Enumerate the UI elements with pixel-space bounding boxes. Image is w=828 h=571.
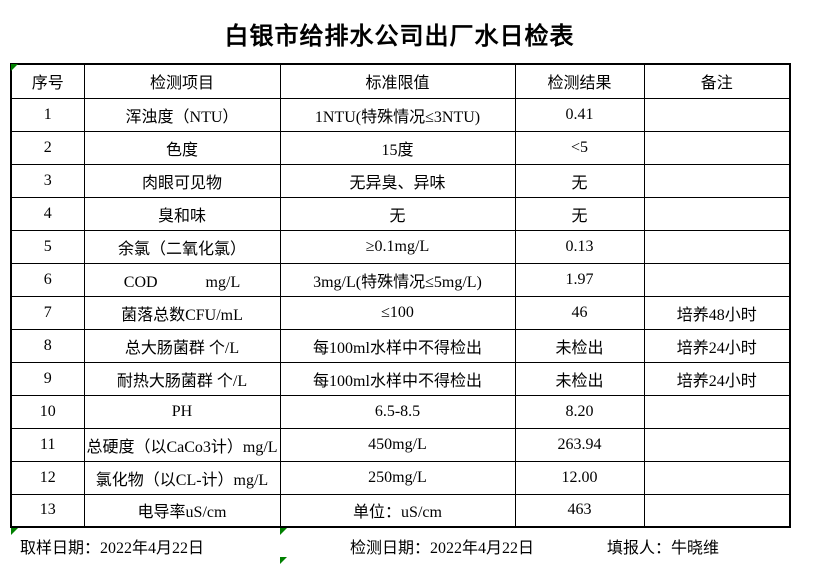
cell-seq[interactable]: 5: [10, 229, 85, 264]
cell-seq[interactable]: 2: [10, 130, 85, 165]
table-row: 13 电导率uS/cm 单位：uS/cm 463: [10, 493, 791, 528]
table-row: 8 总大肠菌群 个/L 每100ml水样中不得检出 未检出 培养24小时: [10, 328, 791, 363]
error-indicator-icon: [280, 557, 287, 564]
cell-remark[interactable]: [643, 130, 791, 165]
cell-result[interactable]: 46: [514, 295, 645, 330]
table-row: 5 余氯（二氧化氯） ≥0.1mg/L 0.13: [10, 229, 791, 264]
cell-remark[interactable]: [643, 493, 791, 528]
cell-remark[interactable]: [643, 262, 791, 297]
cell-item[interactable]: 耐热大肠菌群 个/L: [83, 361, 281, 396]
cell-remark[interactable]: [643, 196, 791, 231]
cell-limit[interactable]: 每100ml水样中不得检出: [279, 361, 516, 396]
footer-line: 取样日期：2022年4月22日 检测日期：2022年4月22日 填报人：牛晓维: [0, 534, 828, 557]
error-indicator-icon: [11, 528, 18, 535]
cell-result[interactable]: 0.41: [514, 97, 645, 132]
inspection-table: 序号 检测项目 标准限值 检测结果 备注 1 浑浊度（NTU） 1NTU(特殊情况≤…: [10, 63, 791, 528]
cell-result[interactable]: <5: [514, 130, 645, 165]
cell-limit[interactable]: 250mg/L: [279, 460, 516, 495]
table-row: 12 氯化物（以CL-计）mg/L 250mg/L 12.00: [10, 460, 791, 495]
cell-seq[interactable]: 12: [10, 460, 85, 495]
table-row: 3 肉眼可见物 无异臭、异味无: [10, 163, 791, 198]
cell-result[interactable]: 12.00: [514, 460, 645, 495]
cell-result[interactable]: 无: [514, 163, 645, 198]
table-row: 4 臭和味无无: [10, 196, 791, 231]
reporter-cell[interactable]: 填报人：牛晓维: [607, 540, 720, 557]
cell-item[interactable]: 浑浊度（NTU）: [83, 97, 281, 132]
cell-seq[interactable]: 1: [10, 97, 85, 132]
cell-limit[interactable]: 15度: [279, 130, 516, 165]
cell-limit[interactable]: 6.5-8.5: [279, 394, 516, 429]
cell-limit[interactable]: 单位：uS/cm: [279, 493, 516, 528]
cell-item[interactable]: COD mg/L: [83, 262, 281, 297]
cell-item[interactable]: 氯化物（以CL-计）mg/L: [83, 460, 281, 495]
page-title: 白银市给排水公司出厂水日检表: [224, 23, 575, 50]
cell-remark[interactable]: [643, 394, 791, 429]
cell-item[interactable]: 电导率uS/cm: [83, 493, 281, 528]
cell-remark[interactable]: [643, 97, 791, 132]
table-row: 11 总硬度（以CaCo3计）mg/L 450mg/L 263.94: [10, 427, 791, 462]
cell-result[interactable]: 263.94: [514, 427, 645, 462]
cell-limit[interactable]: 450mg/L: [279, 427, 516, 462]
cell-result[interactable]: 8.20: [514, 394, 645, 429]
cell-limit[interactable]: 1NTU(特殊情况≤3NTU): [279, 97, 516, 132]
cell-limit[interactable]: 无异臭、异味: [279, 163, 516, 198]
inspection-table-body: 1 浑浊度（NTU） 1NTU(特殊情况≤3NTU) 0.41 2 色度 15度 <5 3 肉眼可…: [10, 97, 791, 528]
header-result[interactable]: 检测结果: [514, 63, 645, 99]
cell-seq[interactable]: 4: [10, 196, 85, 231]
cell-result[interactable]: 未检出: [514, 361, 645, 396]
sampling-date-cell[interactable]: 取样日期：2022年4月22日: [20, 540, 205, 557]
cell-seq[interactable]: 8: [10, 328, 85, 363]
header-seq[interactable]: 序号: [10, 63, 85, 99]
cell-item[interactable]: 总大肠菌群 个/L: [83, 328, 281, 363]
header-row: 序号 检测项目 标准限值 检测结果 备注: [10, 63, 791, 99]
table-row: 6 COD mg/L 3mg/L(特殊情况≤5mg/L) 1.97: [10, 262, 791, 297]
table-row: 7 菌落总数CFU/mL ≤100 46 培养48小时: [10, 295, 791, 330]
cell-remark[interactable]: 培养24小时: [643, 328, 791, 363]
cell-seq[interactable]: 11: [10, 427, 85, 462]
cell-remark[interactable]: 培养24小时: [643, 361, 791, 396]
cell-result[interactable]: 无: [514, 196, 645, 231]
cell-seq[interactable]: 9: [10, 361, 85, 396]
error-indicator-icon: [280, 528, 287, 535]
cell-item[interactable]: 臭和味: [83, 196, 281, 231]
cell-result[interactable]: 未检出: [514, 328, 645, 363]
cell-limit[interactable]: ≤100: [279, 295, 516, 330]
cell-result[interactable]: 463: [514, 493, 645, 528]
cell-remark[interactable]: 培养48小时: [643, 295, 791, 330]
cell-item[interactable]: 余氯（二氧化氯）: [83, 229, 281, 264]
cell-remark[interactable]: [643, 229, 791, 264]
cell-seq[interactable]: 13: [10, 493, 85, 528]
error-indicator-icon: [11, 64, 18, 71]
cell-result[interactable]: 1.97: [514, 262, 645, 297]
header-remark[interactable]: 备注: [643, 63, 791, 99]
cell-remark[interactable]: [643, 460, 791, 495]
table-row: 10 PH 6.5-8.5 8.20: [10, 394, 791, 429]
cell-item[interactable]: 菌落总数CFU/mL: [83, 295, 281, 330]
cell-remark[interactable]: [643, 427, 791, 462]
cell-seq[interactable]: 3: [10, 163, 85, 198]
header-item[interactable]: 检测项目: [83, 63, 281, 99]
cell-limit[interactable]: ≥0.1mg/L: [279, 229, 516, 264]
cell-item[interactable]: 色度: [83, 130, 281, 165]
table-row: 9 耐热大肠菌群 个/L 每100ml水样中不得检出 未检出 培养24小时: [10, 361, 791, 396]
test-date-cell[interactable]: 检测日期：2022年4月22日: [350, 540, 535, 557]
cell-seq[interactable]: 10: [10, 394, 85, 429]
header-limit[interactable]: 标准限值: [279, 63, 516, 99]
cell-seq[interactable]: 6: [10, 262, 85, 297]
cell-result[interactable]: 0.13: [514, 229, 645, 264]
table-row: 1 浑浊度（NTU） 1NTU(特殊情况≤3NTU) 0.41: [10, 97, 791, 132]
table-row: 2 色度 15度 <5: [10, 130, 791, 165]
cell-seq[interactable]: 7: [10, 295, 85, 330]
cell-limit[interactable]: 3mg/L(特殊情况≤5mg/L): [279, 262, 516, 297]
cell-item[interactable]: PH: [83, 394, 281, 429]
cell-remark[interactable]: [643, 163, 791, 198]
cell-item[interactable]: 肉眼可见物: [83, 163, 281, 198]
cell-limit[interactable]: 每100ml水样中不得检出: [279, 328, 516, 363]
cell-limit[interactable]: 无: [279, 196, 516, 231]
cell-item[interactable]: 总硬度（以CaCo3计）mg/L: [83, 427, 281, 462]
